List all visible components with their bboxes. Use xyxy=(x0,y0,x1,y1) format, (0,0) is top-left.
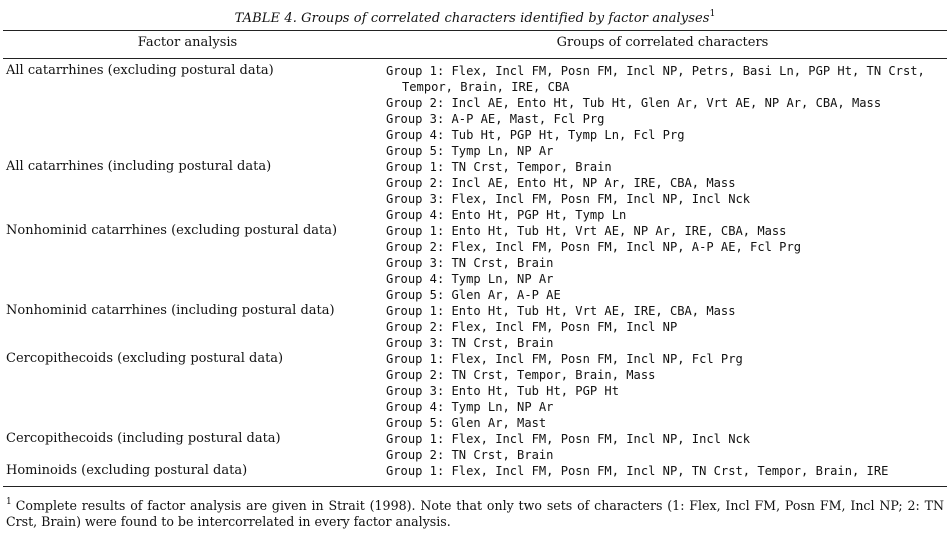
groups-cell: Group 1: Flex, Incl FM, Posn FM, Incl NP… xyxy=(386,63,950,159)
group-line: Group 2: TN Crst, Tempor, Brain, Mass xyxy=(386,368,656,382)
groups-cell: Group 1: Ento Ht, Tub Ht, Vrt AE, IRE, C… xyxy=(386,303,950,351)
header-factor-analysis: Factor analysis xyxy=(137,35,238,50)
table-row: Hominoids (excluding postural data) Group… xyxy=(0,463,950,479)
factor-analysis-cell: Hominoids (excluding postural data) xyxy=(6,463,248,478)
table-header: Factor analysis Groups of correlated cha… xyxy=(0,34,950,54)
group-line: Group 2: Incl AE, Ento Ht, Tub Ht, Glen … xyxy=(386,96,882,110)
group-line: Group 1: Ento Ht, Tub Ht, Vrt AE, IRE, C… xyxy=(386,304,736,318)
table-row: Nonhominid catarrhines (including postur… xyxy=(0,303,950,351)
group-line: Group 1: Flex, Incl FM, Posn FM, Incl NP… xyxy=(386,432,751,446)
group-line: Group 5: Glen Ar, A-P AE xyxy=(386,288,561,302)
factor-analysis-cell: All catarrhines (excluding postural data… xyxy=(6,63,274,78)
factor-analysis-cell: Cercopithecoids (including postural data… xyxy=(6,431,281,446)
table-row: All catarrhines (including postural data… xyxy=(0,159,950,223)
footnote-marker: 1 xyxy=(6,497,12,507)
group-line: Group 1: Ento Ht, Tub Ht, Vrt AE, NP Ar,… xyxy=(386,224,787,238)
group-line: Group 1: TN Crst, Tempor, Brain xyxy=(386,160,612,174)
group-line: Group 5: Tymp Ln, NP Ar xyxy=(386,144,554,158)
table-row: All catarrhines (excluding postural data… xyxy=(0,63,950,159)
group-line: Group 1: Flex, Incl FM, Posn FM, Incl NP… xyxy=(386,464,889,478)
group-line: Group 2: Flex, Incl FM, Posn FM, Incl NP xyxy=(386,320,678,334)
groups-cell: Group 1: TN Crst, Tempor, Brain Group 2: … xyxy=(386,159,950,223)
group-line: Group 3: TN Crst, Brain xyxy=(386,336,554,350)
group-line: Group 3: A-P AE, Mast, Fcl Prg xyxy=(386,112,605,126)
groups-cell: Group 1: Flex, Incl FM, Posn FM, Incl NP… xyxy=(386,431,950,463)
group-line: Group 3: Flex, Incl FM, Posn FM, Incl NP… xyxy=(386,192,751,206)
table-caption: TABLE 4. Groups of correlated characters… xyxy=(0,5,950,28)
group-line: Group 4: Tymp Ln, NP Ar xyxy=(386,400,554,414)
group-line: Group 3: TN Crst, Brain xyxy=(386,256,554,270)
table-body: All catarrhines (excluding postural data… xyxy=(0,63,950,479)
table-top-rule xyxy=(3,30,947,31)
table-bottom-rule xyxy=(3,486,947,487)
table-row: Nonhominid catarrhines (excluding postur… xyxy=(0,223,950,303)
header-groups: Groups of correlated characters xyxy=(556,35,769,50)
factor-analysis-cell: Nonhominid catarrhines (excluding postur… xyxy=(6,223,338,238)
factor-analysis-cell: Nonhominid catarrhines (including postur… xyxy=(6,303,335,318)
group-line: Group 3: Ento Ht, Tub Ht, PGP Ht xyxy=(386,384,619,398)
groups-cell: Group 1: Ento Ht, Tub Ht, Vrt AE, NP Ar,… xyxy=(386,223,950,303)
table-row: Cercopithecoids (excluding postural data… xyxy=(0,351,950,431)
table-row: Cercopithecoids (including postural data… xyxy=(0,431,950,463)
group-line: Group 2: Flex, Incl FM, Posn FM, Incl NP… xyxy=(386,240,802,254)
footnote-text: Complete results of factor analysis are … xyxy=(6,498,944,529)
group-line: Group 1: Flex, Incl FM, Posn FM, Incl NP… xyxy=(386,352,743,366)
factor-analysis-cell: Cercopithecoids (excluding postural data… xyxy=(6,351,284,366)
group-line: Group 1: Flex, Incl FM, Posn FM, Incl NP… xyxy=(386,64,933,94)
group-line: Group 2: TN Crst, Brain xyxy=(386,448,554,462)
table-header-rule xyxy=(3,58,947,59)
group-line: Group 2: Incl AE, Ento Ht, NP Ar, IRE, C… xyxy=(386,176,736,190)
caption-text: TABLE 4. Groups of correlated characters… xyxy=(234,11,710,26)
groups-cell: Group 1: Flex, Incl FM, Posn FM, Incl NP… xyxy=(386,351,950,431)
factor-analysis-cell: All catarrhines (including postural data… xyxy=(6,159,272,174)
group-line: Group 5: Glen Ar, Mast xyxy=(386,416,547,430)
table-footnote: 1 Complete results of factor analysis are… xyxy=(6,494,944,530)
group-line: Group 4: Tub Ht, PGP Ht, Tymp Ln, Fcl Pr… xyxy=(386,128,685,142)
group-line: Group 4: Ento Ht, PGP Ht, Tymp Ln xyxy=(386,208,627,222)
group-line: Group 4: Tymp Ln, NP Ar xyxy=(386,272,554,286)
groups-cell: Group 1: Flex, Incl FM, Posn FM, Incl NP… xyxy=(386,463,950,479)
caption-footnote-marker: 1 xyxy=(709,9,716,19)
